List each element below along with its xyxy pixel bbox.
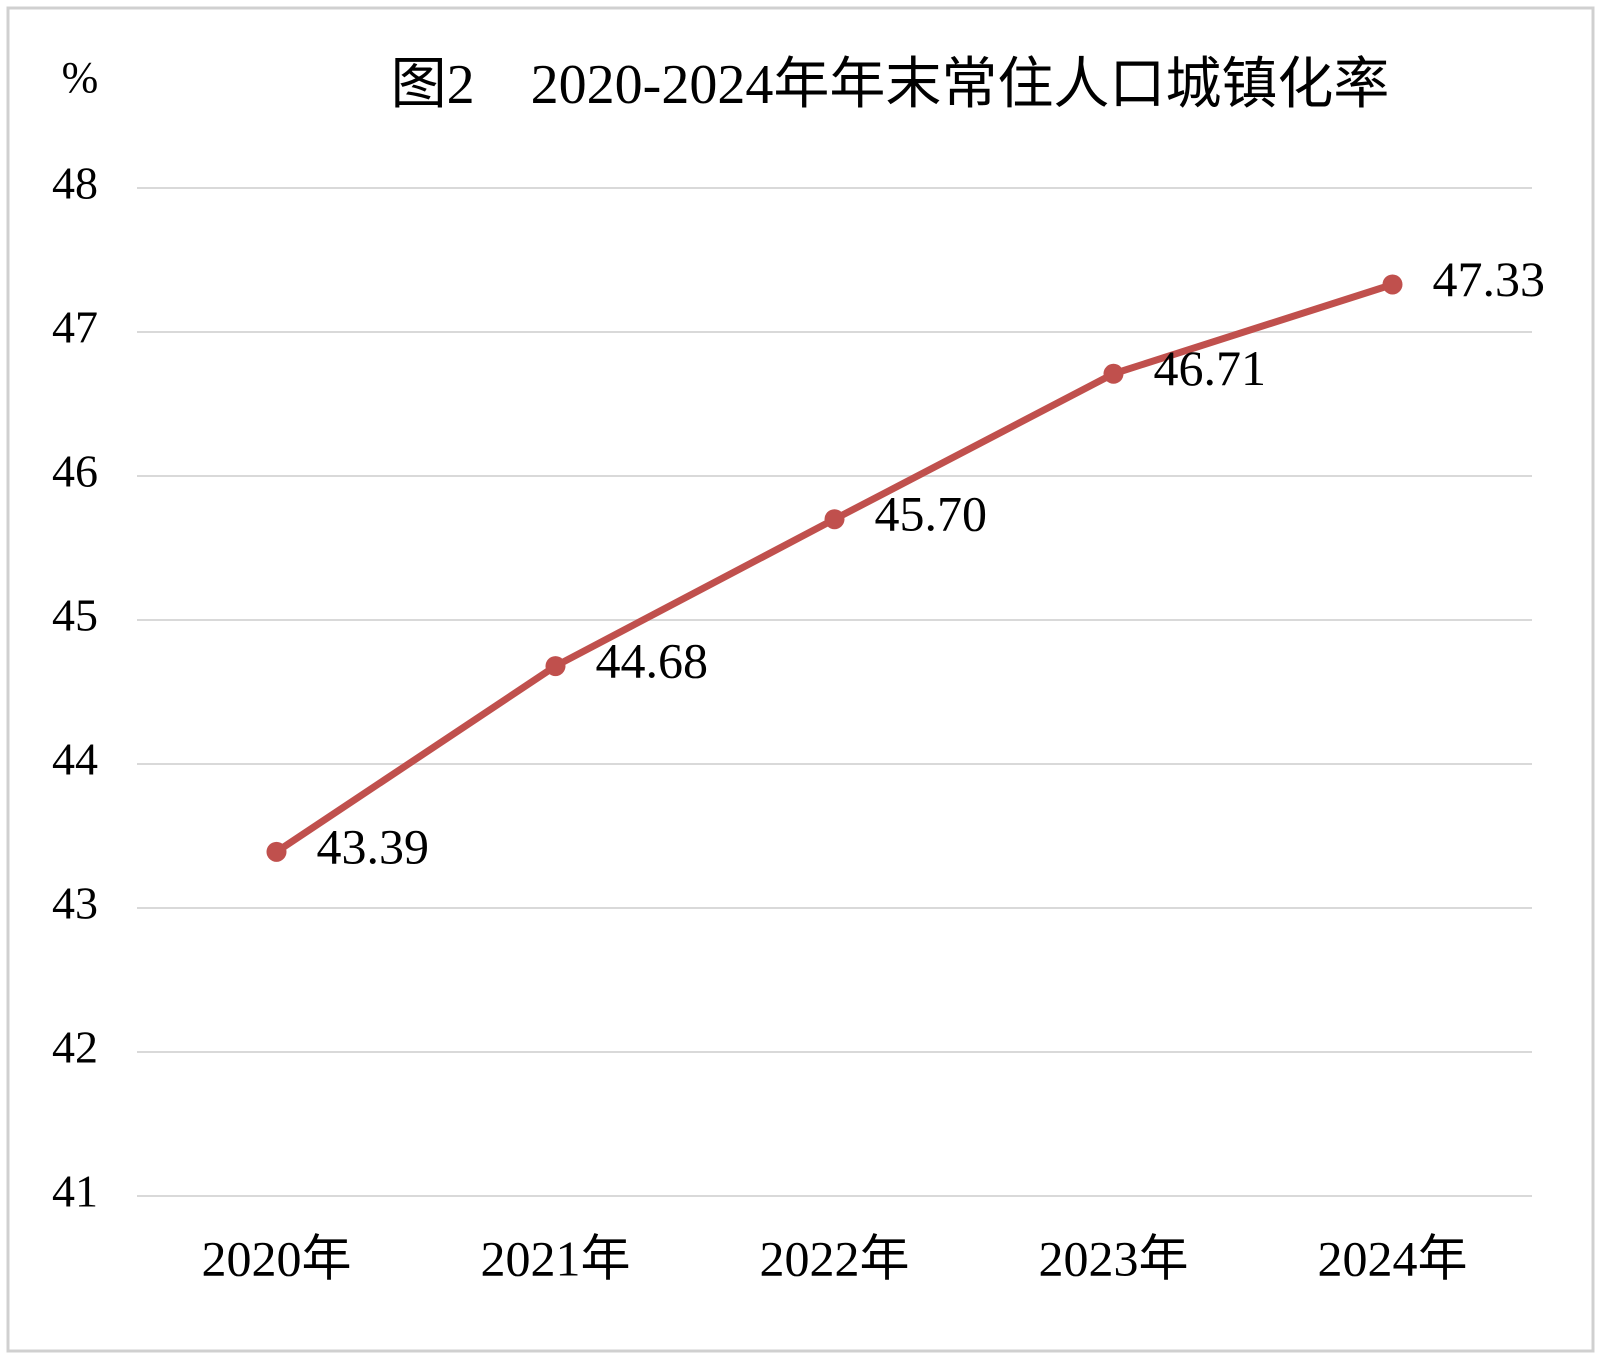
data-label: 43.39 — [317, 818, 430, 874]
data-label: 47.33 — [1433, 251, 1546, 307]
y-axis-label: % — [62, 53, 99, 102]
y-tick-label: 47 — [52, 302, 98, 353]
data-point — [1382, 274, 1403, 295]
y-tick-label: 45 — [52, 590, 98, 641]
y-tick-label: 43 — [52, 878, 98, 929]
data-point — [824, 509, 845, 530]
x-tick-label: 2021年 — [481, 1230, 631, 1286]
y-tick-label: 42 — [52, 1022, 98, 1073]
data-point — [1103, 363, 1124, 384]
chart-title: 图2 2020-2024年年末常住人口城镇化率 — [391, 54, 1390, 116]
x-tick-label: 2023年 — [1039, 1230, 1189, 1286]
y-tick-label: 48 — [52, 158, 98, 209]
data-label: 45.70 — [875, 486, 988, 542]
x-tick-label: 2020年 — [202, 1230, 352, 1286]
y-tick-label: 46 — [52, 446, 98, 497]
data-label: 46.71 — [1154, 340, 1267, 396]
data-point — [545, 656, 566, 677]
y-tick-label: 44 — [52, 734, 98, 785]
x-tick-label: 2022年 — [760, 1230, 910, 1286]
x-tick-label: 2024年 — [1318, 1230, 1468, 1286]
y-tick-label: 41 — [52, 1166, 98, 1217]
data-point — [266, 841, 287, 862]
chart-border — [6, 6, 1595, 1353]
data-label: 44.68 — [596, 633, 709, 689]
